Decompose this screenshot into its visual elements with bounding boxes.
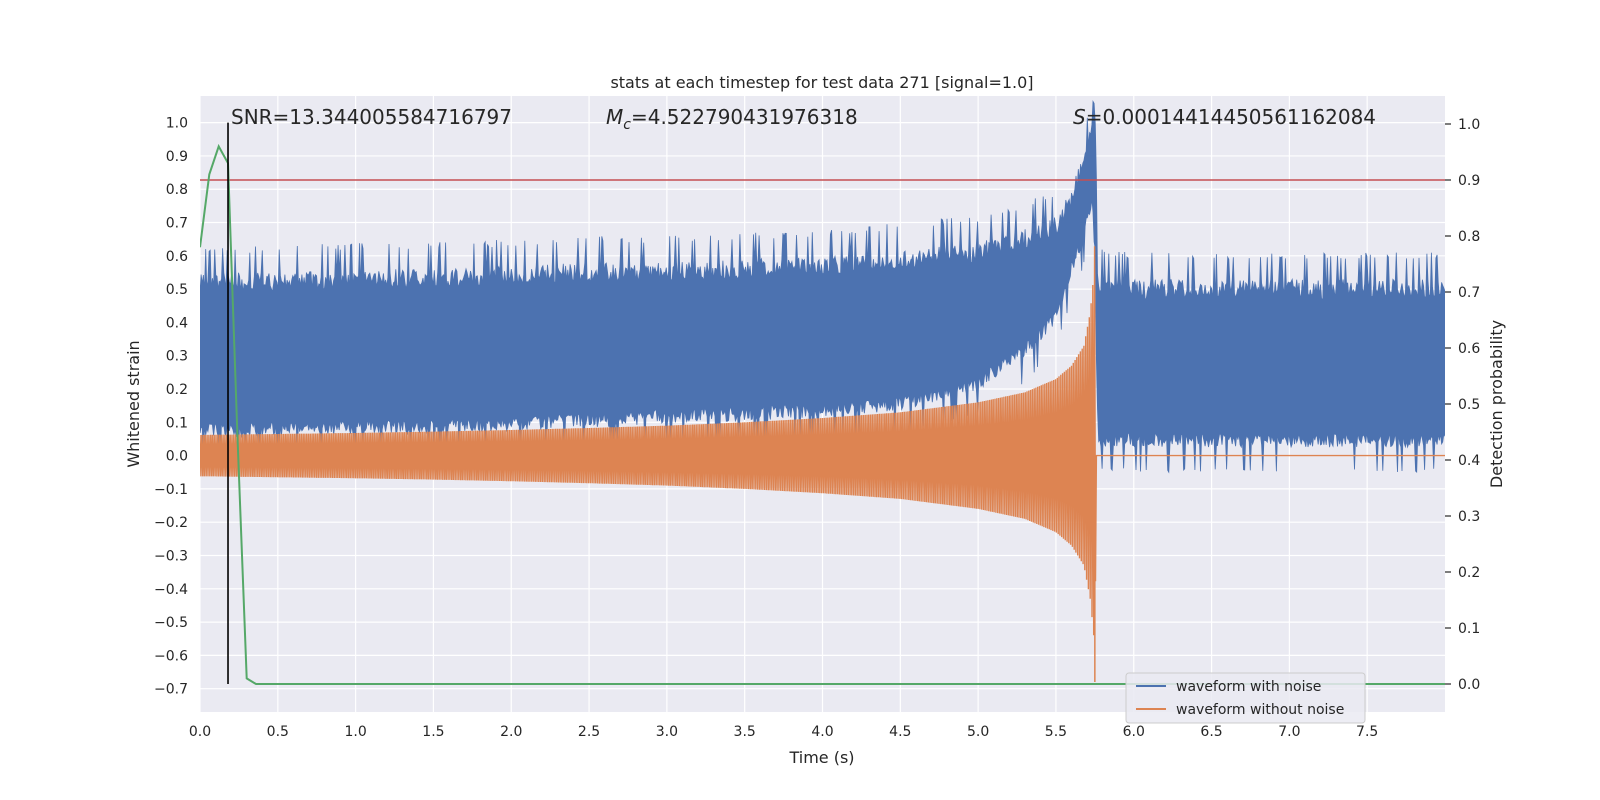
x-tick-label: 5.5 (1045, 724, 1067, 740)
x-tick-label: 2.5 (578, 724, 600, 740)
y-tick-label: 0.3 (166, 349, 188, 365)
annotation-snr: SNR=13.344005584716797 (231, 105, 512, 129)
y-tick-label: 0.8 (166, 182, 188, 198)
y2-tick-label: 0.1 (1458, 621, 1480, 637)
y-tick-label: 0.1 (166, 415, 188, 431)
x-tick-label: 5.0 (967, 724, 989, 740)
y-axis-label: Whitened strain (124, 340, 143, 467)
x-tick-label: 6.0 (1123, 724, 1145, 740)
legend-label-clean: waveform without noise (1176, 702, 1344, 718)
y2-tick-label: 0.0 (1458, 677, 1480, 693)
annotation-s: S=0.00014414450561162084 (1073, 105, 1376, 129)
x-tick-label: 3.0 (656, 724, 678, 740)
x-tick-label: 1.5 (422, 724, 444, 740)
y-tick-label: −0.4 (154, 582, 188, 598)
x-tick-label: 7.5 (1356, 724, 1378, 740)
x-tick-label: 4.0 (811, 724, 833, 740)
y-tick-label: 0.2 (166, 382, 188, 398)
data-layer (200, 99, 1445, 685)
annotation-chirp-mass: Mc=4.522790431976318 (606, 105, 858, 133)
y-tick-label: −0.7 (154, 682, 188, 698)
y2-tick-label: 1.0 (1458, 117, 1480, 133)
y2-tick-label: 0.7 (1458, 285, 1480, 301)
y2-axis-label: Detection probability (1487, 320, 1506, 488)
y2-tick-label: 0.8 (1458, 229, 1480, 245)
annotation-s-symbol: S (1073, 105, 1086, 129)
y-tick-label: 0.5 (166, 282, 188, 298)
y-tick-label: 0.9 (166, 149, 188, 165)
y-tick-label: −0.5 (154, 615, 188, 631)
y-tick-label: 0.4 (166, 315, 188, 331)
y-tick-label: 0.6 (166, 249, 188, 265)
x-tick-label: 6.5 (1200, 724, 1222, 740)
legend-label-noisy: waveform with noise (1176, 679, 1321, 695)
y-tick-label: −0.3 (154, 549, 188, 565)
y2-tick-label: 0.6 (1458, 341, 1480, 357)
y-tick-label: 1.0 (166, 116, 188, 132)
y-tick-label: 0.7 (166, 216, 188, 232)
legend: waveform with noise waveform without noi… (1125, 672, 1366, 724)
x-tick-label: 2.0 (500, 724, 522, 740)
y2-tick-label: 0.3 (1458, 509, 1480, 525)
x-tick-label: 1.0 (344, 724, 366, 740)
x-tick-label: 3.5 (734, 724, 756, 740)
chart-title: stats at each timestep for test data 271… (610, 73, 1033, 92)
annotation-mc-symbol: M (606, 105, 623, 129)
annotation-s-value: =0.00014414450561162084 (1086, 105, 1376, 129)
axes: 1.0 0.9 0.8 0.7 0.6 0.5 0.4 0.3 0.2 0.1 0.0 −0.1 −0.… (154, 116, 1480, 740)
x-tick-label: 4.5 (889, 724, 911, 740)
y-tick-label: −0.1 (154, 482, 188, 498)
y-tick-label: −0.6 (154, 648, 188, 664)
legend-box (1125, 672, 1366, 724)
annotation-mc-subscript: c (623, 117, 631, 133)
y-tick-label: −0.2 (154, 515, 188, 531)
y-tick-label: 0.0 (166, 449, 188, 465)
x-tick-label: 0.0 (189, 724, 211, 740)
series-waveform-without-noise (200, 246, 1445, 636)
x-tick-label: 7.0 (1278, 724, 1300, 740)
annotation-mc-value: =4.522790431976318 (631, 105, 858, 129)
x-tick-label: 0.5 (267, 724, 289, 740)
y2-tick-label: 0.2 (1458, 565, 1480, 581)
x-axis-label: Time (s) (788, 748, 854, 767)
y2-tick-label: 0.4 (1458, 453, 1480, 469)
y2-tick-label: 0.9 (1458, 173, 1480, 189)
series-detection-probability (200, 143, 1445, 685)
y2-tick-label: 0.5 (1458, 397, 1480, 413)
